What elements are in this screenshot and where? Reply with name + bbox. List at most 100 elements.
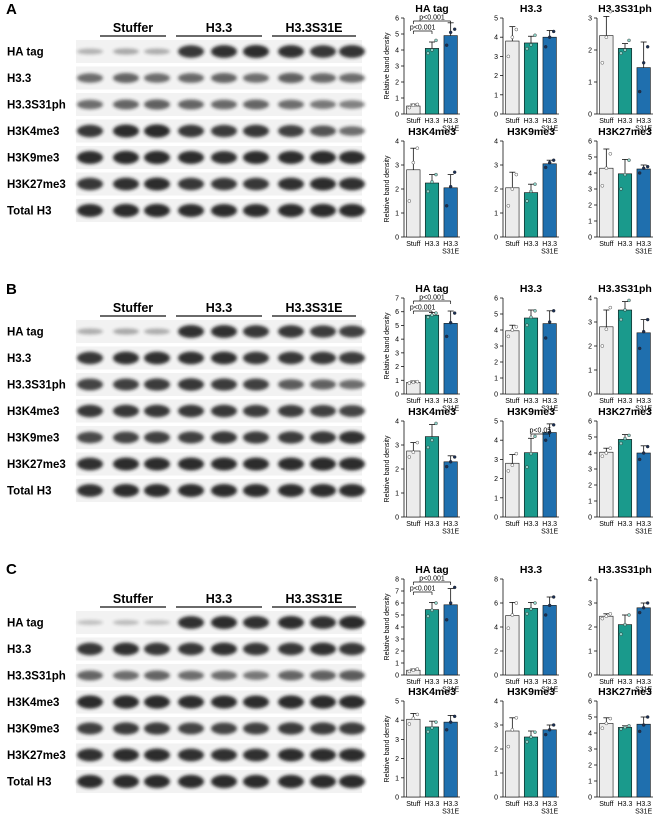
data-point — [415, 667, 420, 671]
data-point — [533, 601, 537, 605]
blot-band — [211, 99, 237, 110]
blot-band — [113, 48, 139, 55]
data-point — [604, 721, 609, 726]
blot-band — [178, 774, 204, 789]
blot-band — [278, 45, 304, 58]
y-tick-label: 0 — [494, 673, 498, 680]
data-point — [514, 325, 519, 329]
data-point — [411, 716, 416, 720]
data-point — [510, 613, 515, 617]
blot-band — [144, 99, 170, 110]
blot-row-label: Total H3 — [7, 486, 52, 498]
y-tick-label: 3 — [588, 320, 592, 327]
blot-band — [113, 99, 139, 110]
blot-band — [310, 431, 336, 444]
data-point — [637, 729, 642, 734]
data-point — [506, 626, 511, 630]
x-tick-label: Stuff — [505, 801, 519, 808]
data-point — [434, 172, 438, 177]
blot-band — [339, 203, 365, 218]
blot-band — [211, 670, 237, 681]
data-point — [533, 33, 537, 37]
bar — [443, 721, 458, 798]
data-point — [543, 336, 548, 340]
data-point — [434, 720, 438, 724]
data-point — [452, 311, 457, 315]
data-point — [547, 603, 552, 608]
y-tick-label: 3 — [395, 443, 399, 450]
blot-band — [243, 671, 269, 680]
data-point — [448, 184, 453, 189]
blot-row: H3K4me3 — [7, 399, 365, 423]
data-point — [637, 346, 642, 351]
x-tick-label: Stuff — [406, 521, 420, 528]
data-point — [448, 460, 453, 464]
data-point — [619, 187, 623, 191]
data-point — [444, 728, 449, 732]
group-label: Stuffer — [113, 301, 153, 315]
bar — [523, 452, 539, 518]
data-point — [641, 166, 646, 170]
blot-band — [211, 774, 237, 789]
data-point — [533, 730, 537, 734]
blot-band — [310, 642, 336, 656]
data-point — [604, 614, 609, 618]
data-point — [510, 35, 515, 39]
blot-band — [310, 45, 336, 58]
data-point — [529, 451, 533, 456]
data-point — [641, 61, 646, 65]
data-point — [407, 381, 412, 385]
x-tick-label: S31E — [442, 126, 459, 133]
data-point — [514, 716, 519, 720]
data-point — [608, 9, 613, 14]
data-point — [551, 423, 556, 427]
bar-chart: HA tag 0 1 2 3 4 5 6 Relative band density Stuff H… — [384, 3, 460, 133]
group-label: Stuffer — [113, 21, 153, 35]
data-point — [623, 436, 627, 441]
blot-band — [113, 378, 139, 391]
data-point — [434, 311, 438, 315]
x-tick-label: S31E — [635, 529, 652, 536]
blot-band — [77, 328, 103, 335]
blot-band — [178, 431, 204, 444]
data-point — [407, 199, 412, 203]
blot-band — [278, 431, 304, 444]
data-point — [645, 317, 650, 322]
y-tick-label: 6 — [494, 296, 498, 303]
blot-band — [211, 45, 237, 58]
x-tick-label: Stuff — [505, 521, 519, 528]
blot-band — [113, 431, 139, 444]
blot-band — [178, 616, 204, 629]
blot-band — [310, 203, 336, 218]
blot-band — [243, 99, 269, 110]
blot-band — [77, 99, 103, 110]
data-point — [448, 601, 453, 605]
blot-band — [211, 431, 237, 444]
x-tick-label: Stuff — [406, 679, 420, 686]
blot-band — [339, 126, 365, 136]
blot-band — [339, 774, 365, 789]
blot-row: H3.3 — [7, 66, 365, 90]
data-point — [415, 146, 420, 150]
data-point — [529, 735, 533, 739]
y-tick-label: 4 — [494, 438, 498, 445]
blot-band — [339, 457, 365, 471]
y-tick-label: 1 — [494, 771, 498, 778]
bar — [523, 192, 539, 238]
data-point — [426, 315, 430, 319]
y-tick-label: 3 — [494, 54, 498, 61]
y-tick-label: 6 — [588, 699, 592, 706]
y-tick-label: 3 — [494, 723, 498, 730]
chart-title: HA tag — [415, 564, 448, 576]
blot-band — [77, 378, 103, 391]
bar-chart: H3.3S31ph 0 1 2 3 Stuff H3.3 H3.3S31E — [588, 3, 653, 133]
y-tick-label: 2 — [395, 467, 399, 474]
y-tick-label: 2 — [588, 763, 592, 770]
group-label: H3.3S31E — [286, 301, 343, 315]
y-axis-label: Relative band density — [384, 155, 391, 222]
x-tick-label: Stuff — [406, 118, 420, 125]
data-point — [426, 189, 430, 194]
